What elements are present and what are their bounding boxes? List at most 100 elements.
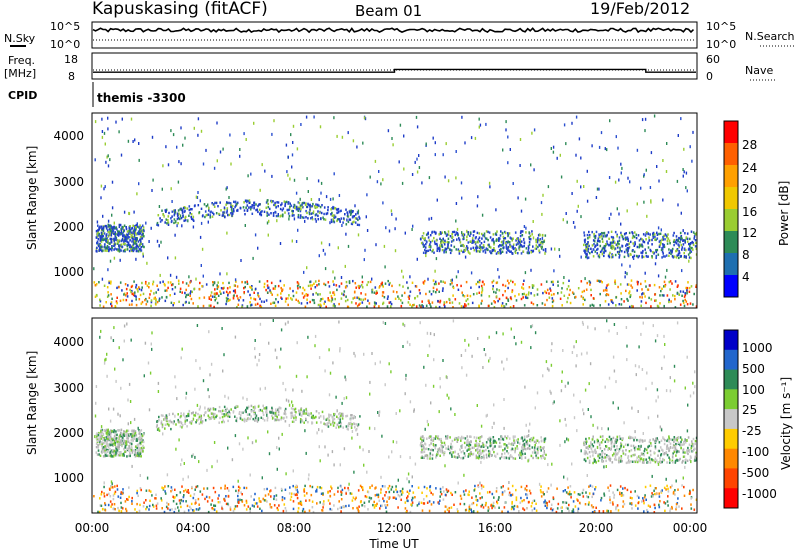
band-d-cell bbox=[675, 242, 678, 245]
near-range-cell bbox=[582, 303, 584, 306]
near-range-cell bbox=[354, 290, 356, 293]
near-range-cell bbox=[253, 297, 255, 301]
band-a-cell bbox=[141, 224, 144, 227]
speckle-cell bbox=[201, 247, 204, 251]
band-a-cell bbox=[134, 229, 136, 232]
band-b-cell bbox=[297, 201, 300, 204]
band-c-cell bbox=[487, 449, 490, 453]
band-b-cell bbox=[177, 418, 179, 422]
beam-title: Beam 01 bbox=[355, 2, 422, 20]
near-range-cell bbox=[536, 288, 539, 291]
band-b-cell bbox=[317, 218, 320, 221]
near-range-cell bbox=[615, 296, 617, 299]
band-a-cell bbox=[107, 223, 110, 226]
speckle-cell bbox=[644, 129, 646, 133]
band-c-cell bbox=[423, 237, 425, 241]
near-range-cell bbox=[274, 287, 276, 290]
band-b-cell bbox=[221, 420, 223, 424]
band-b-cell bbox=[345, 223, 348, 226]
band-c-cell bbox=[502, 241, 505, 245]
near-range-cell bbox=[682, 290, 685, 293]
near-range-cell bbox=[585, 491, 587, 494]
band-d-cell bbox=[667, 447, 670, 450]
band-b-cell bbox=[330, 213, 332, 216]
band-d-cell bbox=[690, 456, 692, 459]
band-b-cell bbox=[166, 419, 168, 423]
band-b-cell bbox=[298, 207, 300, 211]
near-range-cell bbox=[440, 280, 442, 283]
speckle-cell bbox=[347, 131, 349, 135]
near-range-cell bbox=[568, 293, 571, 296]
band-c-cell bbox=[436, 244, 438, 247]
near-range-cell bbox=[375, 290, 378, 293]
band-b-cell bbox=[328, 416, 330, 419]
speckle-cell bbox=[138, 182, 140, 186]
band-b-cell bbox=[182, 215, 184, 218]
band-c-cell bbox=[488, 454, 490, 457]
band-a-cell bbox=[135, 242, 137, 245]
band-d-cell bbox=[618, 256, 621, 259]
band-b-cell bbox=[204, 210, 207, 213]
band-c-cell bbox=[529, 440, 532, 443]
near-range-cell bbox=[466, 294, 469, 297]
near-range-cell bbox=[139, 293, 142, 297]
band-b-cell bbox=[235, 406, 237, 410]
band-b-cell bbox=[215, 212, 218, 215]
band-a-cell bbox=[103, 429, 106, 432]
band-a-cell bbox=[125, 430, 128, 433]
near-range-cell bbox=[668, 280, 671, 284]
near-range-cell bbox=[361, 280, 364, 284]
band-d-cell bbox=[597, 454, 599, 458]
band-c-cell bbox=[428, 245, 431, 248]
band-c-cell bbox=[540, 245, 542, 248]
band-a-cell bbox=[127, 440, 129, 443]
near-range-cell bbox=[253, 291, 255, 294]
near-range-cell bbox=[292, 500, 295, 503]
near-range-cell bbox=[169, 281, 172, 284]
near-range-cell bbox=[375, 486, 377, 489]
near-range-cell bbox=[571, 291, 574, 294]
band-c-cell bbox=[458, 238, 461, 242]
band-c-cell bbox=[438, 438, 441, 441]
band-d-cell bbox=[630, 454, 633, 458]
band-b-cell bbox=[171, 215, 173, 218]
band-a-cell bbox=[125, 234, 127, 237]
band-c-cell bbox=[525, 440, 528, 444]
speckle-cell bbox=[403, 134, 405, 138]
speckle-cell bbox=[571, 121, 573, 125]
near-range-cell bbox=[185, 288, 187, 292]
near-range-cell bbox=[114, 490, 117, 494]
near-range-cell bbox=[688, 290, 691, 293]
band-a-cell bbox=[114, 233, 117, 236]
speckle-cell bbox=[382, 178, 384, 182]
band-c-cell bbox=[482, 234, 484, 237]
band-d-cell bbox=[682, 243, 685, 246]
band-a-cell bbox=[117, 446, 119, 449]
band-c-cell bbox=[543, 440, 546, 444]
band-b-cell bbox=[284, 201, 287, 204]
band-d-cell bbox=[614, 448, 617, 452]
band-b-cell bbox=[235, 204, 237, 207]
speckle-cell bbox=[102, 238, 105, 242]
band-d-cell bbox=[694, 239, 697, 242]
band-c-cell bbox=[510, 250, 512, 253]
band-c-cell bbox=[530, 454, 533, 458]
near-range-cell bbox=[357, 489, 360, 492]
band-d-cell bbox=[587, 256, 590, 259]
freq-tick-top-left: 18 bbox=[64, 53, 78, 66]
near-range-cell bbox=[261, 509, 263, 513]
near-range-cell bbox=[126, 295, 129, 298]
near-range-cell bbox=[430, 293, 433, 296]
band-b-cell bbox=[322, 415, 325, 418]
band-b-cell bbox=[248, 201, 251, 204]
near-range-cell bbox=[285, 509, 288, 513]
band-a-cell bbox=[113, 248, 115, 251]
speckle-cell bbox=[523, 237, 525, 241]
speckle-cell bbox=[691, 159, 693, 163]
band-d-cell bbox=[652, 232, 654, 236]
band-a-cell bbox=[142, 439, 144, 442]
speckle-cell bbox=[600, 131, 603, 135]
speckle-cell bbox=[416, 170, 419, 174]
near-range-cell bbox=[215, 292, 218, 295]
band-b-cell bbox=[328, 413, 330, 416]
